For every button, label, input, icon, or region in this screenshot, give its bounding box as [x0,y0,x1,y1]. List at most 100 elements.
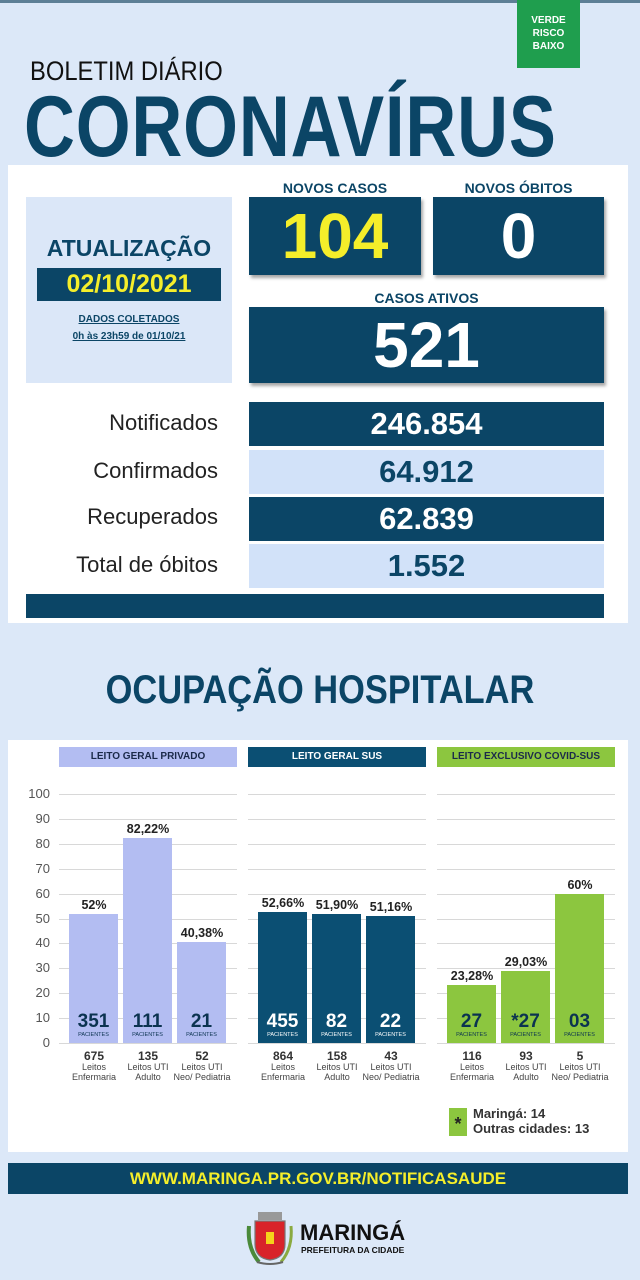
new-cases-label: NOVOS CASOS [282,180,388,196]
y-tick-label: 90 [35,810,50,826]
bar-beds-caption: 158 Leitos UTI Adulto [316,1049,358,1082]
gridline [248,893,426,895]
gridline [248,843,426,845]
bar-patients-label: 455 PACIENTES [266,1011,299,1038]
footer-url-link[interactable]: WWW.MARINGA.PR.GOV.BR/NOTIFICASAUDE [8,1163,628,1194]
bar-beds-caption: 675 Leitos Enfermaria [71,1049,116,1082]
bar-percent-label: 23,28% [450,969,494,984]
gridline [437,893,615,895]
stat-label-recuperados: Recuperados [87,504,218,529]
bar-patients-label: 111 PACIENTES [132,1011,163,1038]
page-title: CORONAVÍRUS [24,79,557,175]
y-tick-label: 30 [35,960,50,976]
city-coat-of-arms-icon [246,1212,293,1265]
bar-patients-label: 82 PACIENTES [321,1011,352,1038]
y-tick-label: 70 [35,860,50,876]
divider-bar [26,594,604,618]
bar-beds-caption: 135 Leitos UTI Adulto [127,1049,169,1082]
logo-name: MARINGÁ [300,1220,406,1245]
gridline [437,868,615,870]
stat-value-confirmados: 64.912 [249,450,604,494]
bar-beds-caption: 93 Leitos UTI Adulto [505,1049,547,1082]
chart-bar [312,913,361,1043]
gridline [248,868,426,870]
chart-bar [366,915,415,1043]
gridline [437,1043,615,1044]
bar-percent-label: 51,16% [369,899,413,914]
gridline [437,818,615,820]
chart-bar [258,911,307,1043]
y-tick-label: 60 [35,885,50,901]
new-deaths-label: NOVOS ÓBITOS [464,180,573,196]
gridline [59,794,237,795]
badge-line: RISCO [532,28,565,39]
gridline [437,794,615,795]
bar-beds-caption: 52 Leitos UTI Neo/ Pediatria [173,1049,231,1082]
y-tick-label: 0 [42,1035,50,1050]
new-deaths-value: 0 [433,197,604,275]
bar-patients-label: 22 PACIENTES [375,1011,406,1038]
active-cases-label: CASOS ATIVOS [374,290,479,306]
gridline [59,1043,237,1044]
gridline [248,1043,426,1044]
bar-percent-label: 29,03% [504,954,548,969]
bar-beds-caption: 43 Leitos UTI Neo/ Pediatria [362,1049,420,1082]
bar-percent-label: 60% [567,877,593,892]
bar-beds-caption: 116 Leitos Enfermaria [449,1049,494,1082]
bar-patients-label: *27 PACIENTES [510,1011,541,1038]
stat-value-recuperados: 62.839 [249,497,604,541]
y-tick-label: 40 [35,935,50,951]
gridline [248,794,426,795]
gridline [437,968,615,970]
y-tick-label: 50 [35,910,50,926]
subtitle: BOLETIM DIÁRIO [30,56,223,86]
badge-line: VERDE [531,15,566,26]
gridline [59,818,237,820]
bar-beds-caption: 5 Leitos UTI Neo/ Pediatria [551,1049,609,1082]
section-title: OCUPAÇÃO HOSPITALAR [105,668,535,712]
bar-percent-label: 40,38% [180,926,224,941]
y-tick-label: 10 [35,1010,50,1026]
asterisk-icon: * [449,1108,467,1136]
update-box: ATUALIZAÇÃO 02/10/2021 DADOS COLETADOS 0… [26,197,232,383]
stat-label-notificados: Notificados [109,410,218,435]
bar-patients-label: 351 PACIENTES [77,1011,110,1038]
legend-line: Outras cidades: 13 [473,1121,590,1136]
collected-label: DADOS COLETADOS [78,314,180,325]
bar-beds-caption: 864 Leitos Enfermaria [260,1049,305,1082]
gridline [248,818,426,820]
gridline [437,918,615,920]
gridline [437,843,615,845]
chart-bar [69,913,118,1043]
badge-line: BAIXO [532,41,565,52]
stat-value-notificados: 246.854 [249,402,604,446]
chart-group-header: LEITO GERAL PRIVADO [59,747,237,767]
bar-patients-label: 03 PACIENTES [564,1011,595,1038]
legend-line: Maringá: 14 [473,1106,546,1121]
top-border [0,0,640,3]
y-tick-label: 80 [35,835,50,851]
legend-text: Maringá: 14 Outras cidades: 13 [473,1106,589,1136]
update-label: ATUALIZAÇÃO [46,235,212,261]
stat-label-confirmados: Confirmados [93,458,218,483]
chart-bar [177,942,226,1043]
active-cases-value: 521 [249,307,604,383]
logo-subtitle: PREFEITURA DA CIDADE [301,1245,405,1255]
y-tick-label: 20 [35,985,50,1001]
chart-bar [447,985,496,1043]
gridline [437,943,615,945]
chart-group-header: LEITO GERAL SUS [248,747,426,767]
risk-badge: VERDE RISCO BAIXO [517,0,580,68]
bar-patients-label: 27 PACIENTES [456,1011,487,1038]
stat-value-obitos: 1.552 [249,544,604,588]
bar-percent-label: 82,22% [126,822,170,837]
chart-bar [555,893,604,1043]
y-tick-label: 100 [28,786,50,801]
bar-patients-label: 21 PACIENTES [186,1011,217,1038]
stat-label-obitos: Total de óbitos [76,552,218,577]
bar-percent-label: 52% [81,897,107,912]
bar-percent-label: 51,90% [315,897,359,912]
new-cases-value: 104 [249,197,421,275]
chart-group-header: LEITO EXCLUSIVO COVID-SUS [437,747,615,767]
collected-range: 0h às 23h59 de 01/10/21 [72,331,186,342]
